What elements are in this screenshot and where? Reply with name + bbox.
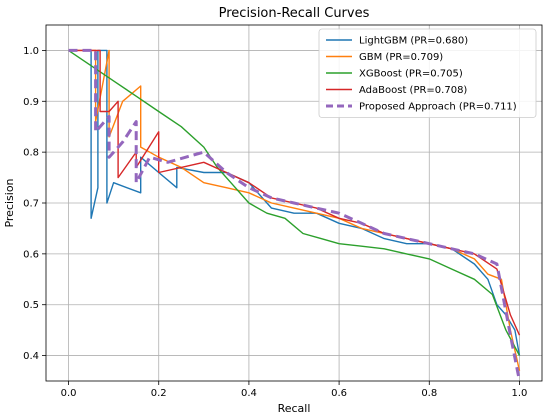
y-tick-label: 0.6	[23, 249, 39, 260]
series-line-2	[68, 49, 521, 356]
y-tick-label: 1.0	[23, 46, 39, 57]
series-layer	[68, 48, 521, 382]
x-tick-label: 0.2	[151, 388, 167, 399]
legend-label-0: LightGBM (PR=0.680)	[359, 36, 468, 47]
legend-label-1: GBM (PR=0.709)	[359, 52, 443, 63]
series-line-4	[68, 48, 521, 382]
x-tick-label: 0.4	[241, 388, 257, 399]
y-tick-label: 0.8	[23, 148, 39, 159]
series-line-1	[68, 49, 521, 371]
legend: LightGBM (PR=0.680) GBM (PR=0.709) XGBoost…	[318, 28, 537, 118]
legend-label-3: AdaBoost (PR=0.708)	[359, 85, 467, 96]
y-axis-label: Precision	[3, 178, 16, 227]
chart-title: Precision-Recall Curves	[219, 6, 370, 21]
y-tick-label: 0.4	[23, 351, 39, 362]
x-tick-label: 1.0	[512, 388, 528, 399]
legend-label-4: Proposed Approach (PR=0.711)	[359, 102, 517, 113]
y-tick-label: 0.9	[23, 97, 39, 108]
legend-label-2: XGBoost (PR=0.705)	[359, 69, 463, 80]
x-tick-label: 0.8	[421, 388, 437, 399]
x-tick-label: 0.6	[331, 388, 347, 399]
series-line-0	[90, 49, 521, 356]
y-tick-label: 0.7	[23, 199, 39, 210]
x-tick-label: 0.0	[61, 388, 77, 399]
legend-box	[318, 28, 537, 118]
x-axis-label: Recall	[278, 402, 311, 415]
y-tick-label: 0.5	[23, 300, 39, 311]
axis-ticks: 0.0 0.2 0.4 0.6 0.8 1.0 0.4 0.5 0.6 0.7 0.8 0.9 1.0	[23, 46, 527, 399]
